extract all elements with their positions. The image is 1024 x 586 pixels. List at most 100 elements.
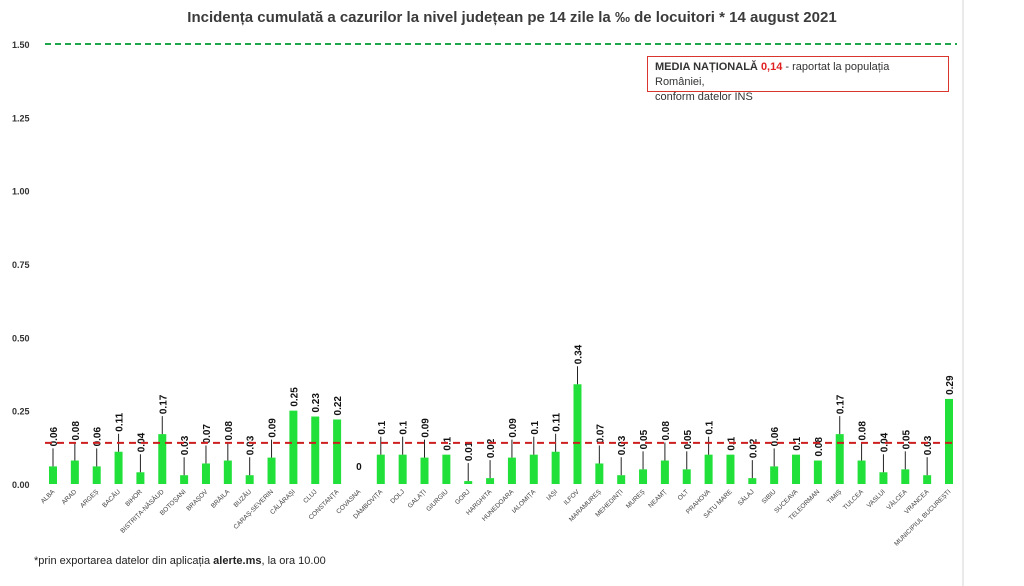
bar-24 <box>573 384 582 484</box>
bar-31 <box>726 454 735 484</box>
data-label: 0.1 <box>530 420 541 434</box>
category-label: VASLUI <box>866 488 887 509</box>
category-label: BRĂILA <box>209 487 232 510</box>
category-label: BACĂU <box>100 487 122 509</box>
legend-label: MEDIA NAȚIONALĂ <box>655 61 758 73</box>
data-label: 0.05 <box>683 429 694 449</box>
data-label: 0.08 <box>858 421 869 441</box>
bar-3 <box>114 451 123 484</box>
data-label: 0.08 <box>71 421 82 441</box>
category-label: GORJ <box>454 488 472 506</box>
data-label: 0.09 <box>508 418 519 438</box>
data-label: 0.22 <box>333 396 344 416</box>
data-label: 0.08 <box>224 421 235 441</box>
data-label: 0.09 <box>268 418 279 438</box>
bar-11 <box>289 410 298 484</box>
category-label: BIHOR <box>124 488 144 508</box>
bar-7 <box>201 463 210 484</box>
data-label: 0.06 <box>49 426 60 446</box>
bar-32 <box>748 478 757 484</box>
data-label: 0.11 <box>552 412 563 431</box>
data-label: 0.29 <box>945 375 956 395</box>
data-label: 0.03 <box>617 435 628 455</box>
data-label: 0.09 <box>421 418 432 438</box>
data-label: 0.02 <box>486 438 497 458</box>
bar-1 <box>70 460 79 484</box>
data-label: 0.1 <box>399 420 410 434</box>
category-label: ARAD <box>61 488 79 506</box>
bar-36 <box>835 434 844 484</box>
category-label: ARGEȘ <box>79 488 101 510</box>
legend-text-line2: conform datelor INS <box>655 91 753 103</box>
y-tick-label: 0.00 <box>12 480 30 490</box>
category-label: CARAȘ-SEVERIN <box>232 488 275 531</box>
category-label: BRAȘOV <box>185 488 210 513</box>
category-label: SĂLAJ <box>735 487 755 507</box>
bar-2 <box>92 466 101 484</box>
data-label: 0.06 <box>770 426 781 446</box>
category-label: CLUJ <box>302 488 318 504</box>
category-label: MUREȘ <box>625 488 647 510</box>
data-label: 0.1 <box>792 436 803 450</box>
data-label: 0.07 <box>202 424 213 444</box>
footnote-app: alerte.ms <box>213 555 262 567</box>
y-tick-label: 1.00 <box>12 187 30 197</box>
y-tick-label: 1.25 <box>12 113 30 123</box>
bar-28 <box>660 460 669 484</box>
data-label: 0.11 <box>115 412 126 431</box>
bar-8 <box>223 460 232 484</box>
category-label: GALAȚI <box>407 488 428 509</box>
bar-34 <box>792 454 801 484</box>
bar-22 <box>529 454 538 484</box>
category-label: GIURGIU <box>425 488 450 513</box>
bar-6 <box>180 475 189 484</box>
bar-15 <box>376 454 385 484</box>
data-label: 0.1 <box>377 420 388 434</box>
bar-37 <box>857 460 866 484</box>
bar-39 <box>901 469 910 484</box>
data-label: 0.03 <box>246 435 257 455</box>
y-tick-label: 0.75 <box>12 260 30 270</box>
bar-27 <box>639 469 648 484</box>
y-tick-label: 1.50 <box>12 40 30 50</box>
data-label: 0.03 <box>180 435 191 455</box>
bar-10 <box>267 457 276 484</box>
bar-20 <box>486 478 495 484</box>
bar-19 <box>464 481 473 484</box>
bar-33 <box>770 466 779 484</box>
page-edge-divider <box>962 0 964 586</box>
category-label: NEAMȚ <box>647 488 668 509</box>
bar-21 <box>507 457 516 484</box>
data-label: 0.07 <box>595 424 606 444</box>
footnote: *prin exportarea datelor din aplicația a… <box>34 555 326 567</box>
data-label: 0.34 <box>573 344 584 364</box>
data-label: 0.01 <box>464 441 475 461</box>
data-label: 0.05 <box>901 429 912 449</box>
national-average-legend: MEDIA NAȚIONALĂ 0,14 - raportat la popul… <box>647 56 949 103</box>
bar-13 <box>333 419 342 484</box>
bar-41 <box>945 398 953 484</box>
category-label: TULCEA <box>842 488 866 512</box>
bar-29 <box>682 469 691 484</box>
data-label: 0.08 <box>814 437 825 457</box>
chart-title: Incidența cumulată a cazurilor la nivel … <box>187 9 837 26</box>
data-label: 0.05 <box>639 429 650 449</box>
data-label: 0 <box>356 462 362 473</box>
data-label: 0.02 <box>748 438 759 458</box>
y-tick-label: 0.25 <box>12 407 30 417</box>
bar-4 <box>136 472 145 484</box>
category-label: ILFOV <box>563 488 582 507</box>
data-label: 0.17 <box>158 394 169 414</box>
legend-value: 0,14 <box>760 61 783 73</box>
data-label: 0.1 <box>705 420 716 434</box>
bar-16 <box>398 454 407 484</box>
bar-9 <box>245 475 254 484</box>
category-label: DOLJ <box>389 488 406 505</box>
bar-25 <box>595 463 604 484</box>
bar-5 <box>158 434 167 484</box>
category-label: BUZĂU <box>231 487 253 509</box>
bar-23 <box>551 451 560 484</box>
data-label: 0.17 <box>836 394 847 414</box>
category-label: ALBA <box>40 488 57 505</box>
data-label: 0.23 <box>311 393 322 413</box>
